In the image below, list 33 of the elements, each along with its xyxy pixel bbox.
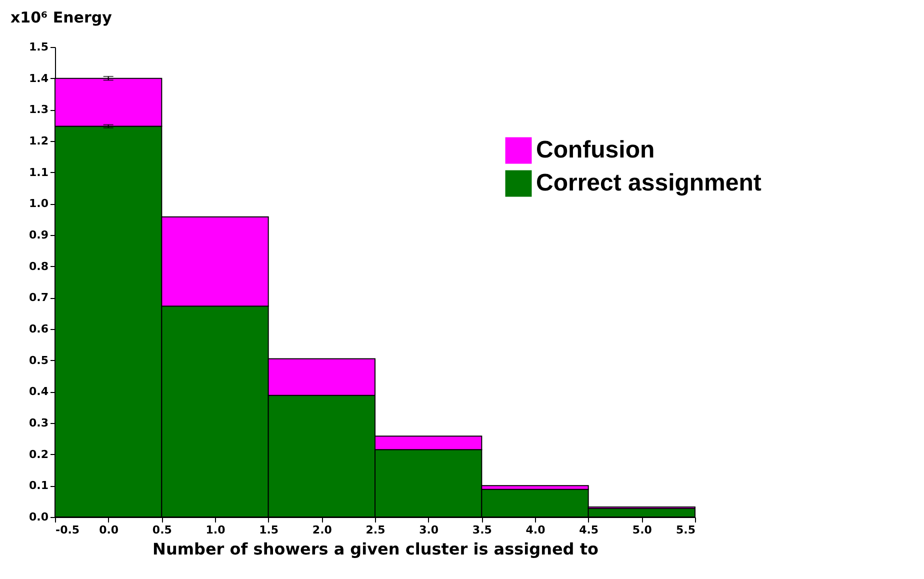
- x-tick-label: 5.0: [632, 524, 652, 536]
- legend-label: Confusion: [536, 136, 655, 164]
- y-tick-label: 0.8: [29, 260, 48, 273]
- y-tick-label: 1.2: [29, 134, 48, 148]
- y-tick-label: 1.0: [29, 197, 49, 210]
- y-tick-label: 1.4: [29, 72, 49, 85]
- x-tick-label: 1.5: [259, 524, 279, 536]
- y-tick-label: 0.0: [29, 510, 49, 524]
- y-tick-label: 0.9: [29, 228, 48, 242]
- x-tick-label: -0.5: [56, 524, 80, 536]
- x-tick-label: 3.0: [419, 524, 439, 536]
- y-axis-title: x10⁶ Energy: [10, 8, 112, 26]
- x-axis-title: Number of showers a given cluster is assigned to: [152, 540, 598, 558]
- y-tick-label: 1.3: [29, 103, 48, 116]
- legend-label: Correct assignment: [536, 170, 762, 196]
- y-tick-label: 0.5: [29, 354, 48, 367]
- y-tick-label: 0.6: [29, 322, 49, 336]
- x-tick-label: 5.5: [676, 524, 696, 536]
- x-tick-label: 4.5: [579, 524, 599, 536]
- y-tick-label: 1.1: [29, 166, 48, 179]
- y-tick-label: 0.1: [29, 479, 48, 492]
- y-tick-label: 0.7: [29, 291, 48, 304]
- x-tick-label: 0.5: [152, 524, 172, 536]
- x-tick-label: 3.5: [472, 524, 492, 536]
- y-tick-label: 0.3: [29, 416, 48, 430]
- x-tick-label: 2.5: [366, 524, 386, 536]
- y-tick-label: 0.2: [29, 448, 48, 461]
- x-tick-label: 0.0: [99, 524, 119, 536]
- y-tick-label: 0.4: [29, 385, 49, 398]
- x-tick-label: 4.0: [526, 524, 546, 536]
- x-tick-label: 2.0: [312, 524, 332, 536]
- y-tick-label: 1.5: [29, 40, 48, 54]
- x-tick-label: 1.0: [206, 524, 226, 536]
